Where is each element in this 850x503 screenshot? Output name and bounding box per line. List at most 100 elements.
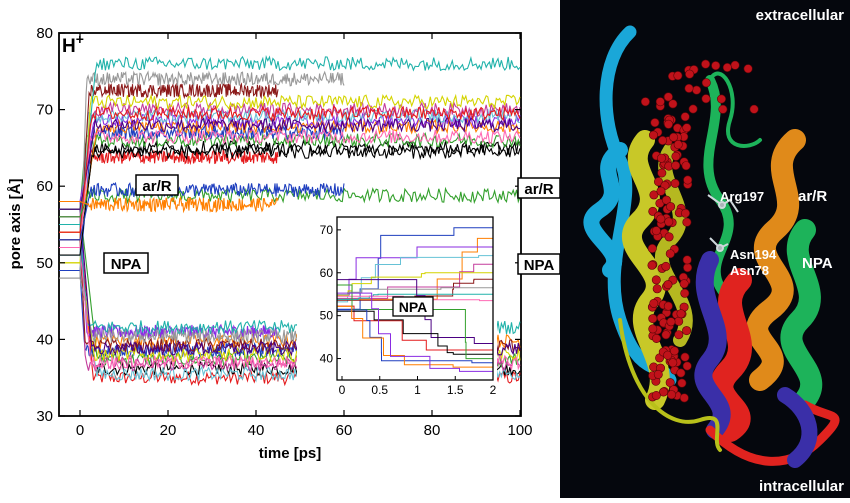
water-bead — [664, 119, 674, 129]
x-tick-label: 100 — [507, 422, 532, 439]
water-bead — [701, 94, 711, 104]
water-bead — [682, 255, 692, 265]
inset-frame — [336, 216, 494, 381]
water-bead — [677, 378, 687, 388]
water-bead — [679, 393, 689, 403]
water-bead — [676, 309, 686, 319]
water-bead — [679, 279, 689, 289]
water-bead — [661, 195, 671, 205]
water-bead — [676, 368, 686, 378]
region-label-npa: NPA — [111, 256, 142, 273]
water-bead — [670, 178, 680, 188]
water-bead — [658, 136, 668, 146]
water-bead — [722, 62, 732, 72]
water-bead — [749, 104, 759, 114]
water-bead — [668, 358, 678, 368]
series-line — [59, 200, 279, 341]
helix-orange — [746, 129, 806, 391]
water-bead — [667, 390, 677, 400]
inset-y-tick-label: 70 — [320, 223, 334, 237]
water-bead — [673, 140, 683, 150]
intracellular-label: intracellular — [759, 478, 844, 495]
water-bead — [680, 352, 690, 362]
inset-y-tick-label: 60 — [320, 266, 334, 280]
x-tick-label: 80 — [424, 422, 441, 439]
series-line — [59, 128, 521, 249]
inset-series-line — [337, 272, 493, 296]
water-bead — [666, 317, 676, 327]
x-tick-label: 20 — [160, 422, 177, 439]
series-line — [59, 196, 279, 214]
inset-axis-ticks: 0 0.5 1 1.5 2 40 50 60 70 — [320, 223, 497, 397]
inset-npa-label: NPA — [399, 299, 428, 315]
inset-series-line — [337, 305, 493, 368]
water-bead — [649, 130, 659, 140]
helix-cyan-2 — [583, 142, 628, 278]
water-bead — [647, 260, 657, 270]
helix-blue-2 — [777, 387, 818, 468]
inset-y-tick-label: 50 — [320, 309, 334, 323]
trajectory-plot-panel: 0 20 40 60 80 100 30 40 50 60 70 80 H+ ar/R NPA ar/… — [7, 25, 561, 462]
water-bead — [652, 333, 662, 343]
arR-structure-label: ar/R — [798, 188, 827, 205]
water-bead — [663, 280, 673, 290]
water-bead — [682, 123, 692, 133]
y-tick-label: 80 — [36, 25, 53, 42]
series-line — [59, 116, 521, 210]
water-bead — [669, 132, 679, 142]
water-bead — [656, 214, 666, 224]
loop-yellow — [618, 318, 722, 452]
water-bead — [651, 275, 661, 285]
water-bead — [682, 217, 692, 227]
water-bead — [683, 263, 693, 273]
water-bead — [718, 104, 728, 114]
region-label-arR: ar/R — [142, 178, 171, 195]
corner-label-sup: + — [76, 31, 84, 47]
helix-group — [583, 25, 840, 468]
water-bead — [681, 208, 691, 218]
water-bead — [661, 261, 671, 271]
right-label-arR-box: ar/R — [517, 177, 561, 199]
y-tick-label: 30 — [36, 408, 53, 425]
water-bead — [649, 298, 659, 308]
water-bead — [680, 288, 690, 298]
asn78-label: Asn78 — [730, 263, 769, 278]
water-bead — [648, 314, 658, 324]
water-bead — [657, 153, 667, 163]
x-tick-label: 40 — [248, 422, 265, 439]
water-bead — [653, 369, 663, 379]
x-axis-label: time [ps] — [259, 445, 322, 462]
corner-label-main: H — [62, 36, 76, 57]
water-bead — [647, 244, 657, 254]
water-bead — [670, 346, 680, 356]
water-bead — [680, 112, 690, 122]
series-line — [59, 70, 345, 279]
water-bead — [663, 350, 673, 360]
y-tick-label: 50 — [36, 255, 53, 272]
protein-structure: extracellular intracellular Arg197 Asn19… — [583, 7, 844, 495]
water-bead — [651, 390, 661, 400]
water-bead — [730, 60, 740, 70]
inset-series-line — [337, 310, 493, 355]
water-bead — [649, 190, 659, 200]
inset-series-line — [337, 292, 493, 372]
inset-y-tick-label: 40 — [320, 352, 334, 366]
inset-x-tick-label: 1.5 — [447, 383, 464, 397]
water-bead — [651, 226, 661, 236]
inset-series-line — [337, 287, 493, 296]
y-axis-label: pore axis [Å] — [7, 179, 24, 270]
water-bead — [673, 71, 683, 81]
y-tick-label: 60 — [36, 178, 53, 195]
asn194-label: Asn194 — [730, 247, 777, 262]
inset-series-line — [337, 263, 493, 299]
water-bead — [684, 83, 694, 93]
water-bead — [668, 99, 678, 109]
water-bead — [659, 387, 669, 397]
region-label-npa-box: NPA — [103, 252, 149, 274]
y-tick-label: 70 — [36, 102, 53, 119]
right-label-npa: NPA — [524, 257, 555, 274]
arg197-label: Arg197 — [720, 189, 764, 204]
water-bead — [648, 324, 658, 334]
inset-series-line — [337, 255, 493, 303]
